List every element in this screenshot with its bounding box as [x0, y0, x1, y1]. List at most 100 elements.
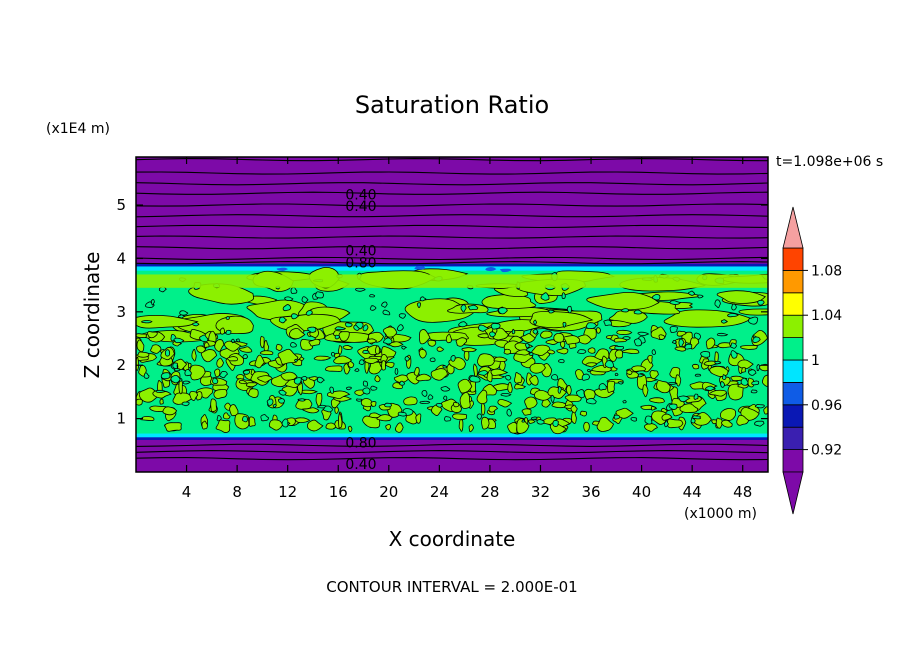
- cloud-cell: [626, 369, 633, 375]
- cloud-cell: [214, 339, 225, 352]
- cloud-patch: [738, 308, 768, 316]
- cloud-cell: [333, 355, 353, 365]
- cloud-cell: [461, 347, 478, 353]
- cloud-hole: [633, 338, 642, 347]
- cloud-cell: [254, 354, 265, 369]
- cloud-hole: [633, 309, 643, 315]
- cloud-hole: [231, 338, 235, 344]
- cloud-cell: [235, 374, 245, 380]
- cloud-cell: [709, 389, 727, 397]
- dry-pocket: [499, 268, 512, 273]
- colorbar-label: 1.08: [811, 263, 842, 279]
- cloud-cell: [529, 363, 546, 374]
- cloud-cell: [585, 362, 598, 368]
- x-tick-label: 16: [329, 483, 348, 501]
- cloud-hole: [714, 299, 721, 309]
- cloud-hole: [693, 393, 699, 400]
- cloud-hole: [358, 359, 365, 365]
- cloud-hole: [748, 316, 759, 325]
- cloud-cell: [507, 381, 513, 394]
- cloud-hole: [435, 403, 443, 408]
- cloud-hole: [323, 405, 333, 413]
- cloud-cell: [338, 413, 343, 429]
- cloud-hole: [700, 351, 711, 358]
- y-tick-label: 3: [116, 303, 126, 321]
- cloud-hole: [756, 364, 761, 372]
- contour-line: [136, 171, 768, 175]
- colorbar-swatch: [782, 247, 804, 271]
- cloud-cell: [245, 382, 258, 388]
- cloud-cell: [297, 389, 318, 395]
- dry-pocket: [414, 266, 425, 270]
- cloud-hole: [684, 343, 693, 350]
- contour-label: 0.40: [345, 457, 376, 473]
- colorbar-swatch: [782, 404, 804, 428]
- contour-line: [136, 246, 768, 250]
- cloud-hole: [145, 301, 155, 308]
- cloud-cell: [614, 349, 624, 359]
- cloud-hole: [182, 380, 191, 385]
- x-tick-label: 12: [278, 483, 297, 501]
- cloud-cell: [376, 414, 393, 422]
- cloud-base-band: [136, 433, 768, 439]
- cloud-hole: [528, 352, 534, 356]
- cloud-cell: [524, 396, 538, 409]
- cloud-cell: [136, 339, 145, 353]
- cloud-cell: [476, 389, 488, 405]
- cloud-hole: [566, 305, 572, 314]
- cloud-hole: [478, 324, 490, 332]
- cloud-cell: [514, 383, 527, 390]
- colorbar-swatch: [782, 269, 804, 294]
- cloud-hole: [548, 309, 556, 314]
- cloud-hole: [504, 375, 512, 381]
- cloud-hole: [754, 420, 765, 427]
- cloud-cell: [140, 416, 155, 421]
- cloud-hole: [429, 357, 436, 363]
- cloud-cell: [727, 383, 744, 401]
- colorbar-label: 1: [811, 353, 820, 369]
- cloud-cell: [325, 422, 337, 430]
- cloud-hole: [637, 373, 645, 378]
- cloud-hole: [490, 323, 501, 330]
- cloud-cell: [503, 348, 512, 355]
- cloud-hole: [277, 398, 285, 404]
- contour-line: [136, 191, 768, 195]
- cloud-cell: [651, 410, 667, 425]
- cloud-hole: [731, 303, 737, 311]
- cloud-hole: [329, 386, 335, 394]
- plot-frame: [135, 156, 769, 473]
- x-tick-label: 20: [379, 483, 398, 501]
- y-tick-label: 2: [116, 356, 126, 374]
- cloud-cell: [222, 412, 231, 420]
- cloud-cell: [394, 422, 404, 433]
- cloud-hole: [720, 319, 729, 324]
- cloud-cell: [553, 332, 565, 343]
- cloud-hole: [644, 415, 653, 425]
- cloud-cell: [216, 357, 224, 368]
- cloud-hole: [476, 413, 483, 420]
- cloud-cell: [547, 349, 556, 355]
- cloud-hole: [179, 310, 189, 316]
- cloud-cell: [201, 420, 209, 430]
- cloud-cell: [347, 360, 355, 368]
- cloud-cell: [280, 371, 298, 381]
- cloud-hole: [585, 397, 597, 405]
- cloud-cell: [159, 398, 164, 405]
- cloud-cell: [162, 406, 178, 416]
- cloud-cell: [215, 419, 231, 433]
- cloud-cell: [324, 365, 343, 372]
- cloud-hole: [260, 414, 269, 422]
- cloud-hole: [225, 329, 232, 335]
- cloud-hole: [160, 372, 171, 380]
- cloud-cell: [661, 413, 673, 421]
- cloud-hole: [530, 416, 538, 420]
- chart-title: Saturation Ratio: [355, 91, 549, 119]
- cloud-hole: [614, 345, 625, 351]
- cloud-hole: [235, 338, 240, 343]
- cloud-hole: [664, 420, 669, 428]
- cloud-hole: [585, 322, 597, 330]
- cloud-hole: [581, 373, 591, 381]
- cloud-hole: [199, 334, 209, 343]
- cloud-cell: [248, 416, 256, 427]
- cloud-hole: [669, 300, 682, 305]
